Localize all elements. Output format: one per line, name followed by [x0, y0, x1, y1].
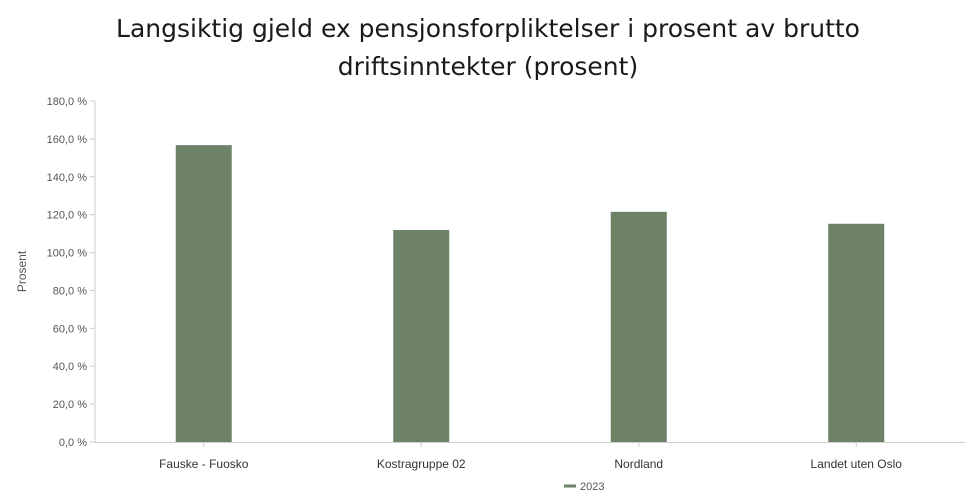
y-tick-label: 60,0 %: [53, 323, 87, 335]
chart-title-line-2: driftsinntekter (prosent): [337, 52, 639, 81]
bar: [828, 223, 885, 442]
x-tick-label: Kostragruppe 02: [377, 457, 466, 471]
bar: [175, 145, 232, 442]
x-tick-label: Fauske - Fuosko: [159, 457, 249, 471]
y-tick-label: 20,0 %: [53, 399, 87, 411]
y-tick-label: 100,0 %: [47, 248, 88, 260]
x-tick-label: Landet uten Oslo: [811, 457, 903, 471]
y-axis-title: Prosent: [15, 250, 29, 292]
legend-label: 2023: [580, 481, 604, 493]
x-tick-label: Nordland: [614, 457, 663, 471]
y-tick-label: 120,0 %: [47, 210, 88, 222]
chart-title-line-1: Langsiktig gjeld ex pensjonsforpliktelse…: [116, 14, 860, 43]
y-tick-label: 40,0 %: [53, 361, 87, 373]
bar: [610, 211, 667, 442]
y-tick-label: 80,0 %: [53, 285, 87, 297]
y-tick-label: 0,0 %: [59, 437, 87, 449]
y-tick-label: 160,0 %: [47, 134, 88, 146]
chart-title: Langsiktig gjeld ex pensjonsforpliktelse…: [0, 10, 976, 86]
bar: [393, 230, 450, 442]
y-tick-label: 180,0 %: [47, 96, 88, 108]
y-tick-label: 140,0 %: [47, 172, 88, 184]
